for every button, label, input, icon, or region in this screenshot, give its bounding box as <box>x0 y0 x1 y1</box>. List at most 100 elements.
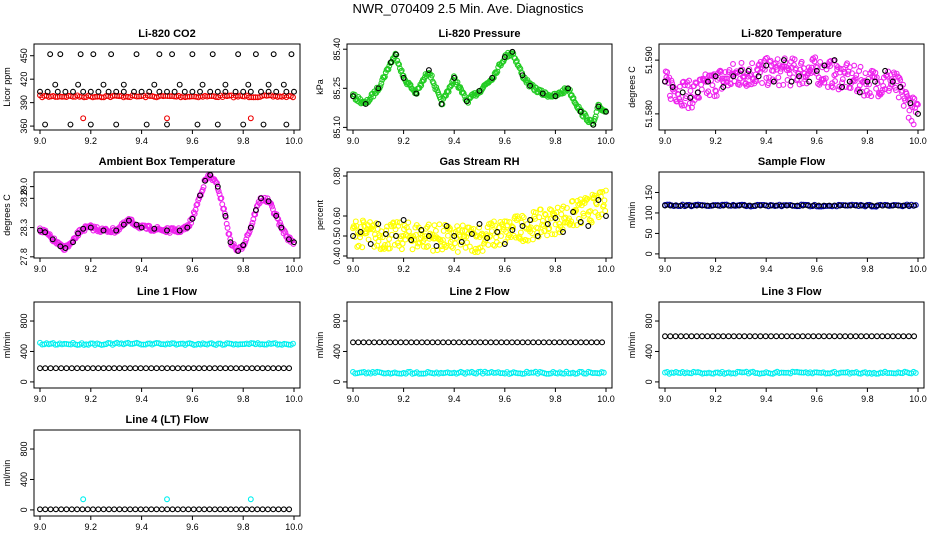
x-tick-label: 9.8 <box>237 136 250 146</box>
data-point-black <box>874 333 880 340</box>
data-point-black <box>501 54 508 60</box>
data-point-yellow <box>355 229 361 236</box>
data-point-black <box>911 202 918 209</box>
x-tick-label: 10.0 <box>285 136 303 146</box>
data-point-black <box>400 217 407 223</box>
chart-panel-9: Line 3 Flow ml/min 9.0 9.2 9.4 9.6 9.8 10.0 0 400… <box>627 286 927 404</box>
y-tick-label: 51.580 <box>644 100 654 128</box>
data-point-black <box>780 57 787 64</box>
data-point-black <box>100 227 107 234</box>
data-point-black <box>217 506 224 513</box>
data-point-black <box>270 506 277 513</box>
data-point-black <box>471 339 478 346</box>
data-point-yellow <box>483 232 490 239</box>
chart-title: Ambient Box Temperature <box>99 156 236 168</box>
data-point-black <box>235 248 242 254</box>
data-point-black <box>858 333 865 340</box>
data-point-black <box>37 365 43 372</box>
y-tick-label: 400 <box>644 344 654 359</box>
data-point-magenta <box>866 90 873 97</box>
data-point-magenta <box>709 82 716 89</box>
data-point-black <box>699 333 706 340</box>
data-point-black <box>143 121 150 128</box>
data-point-black <box>79 365 86 372</box>
data-point-magenta <box>745 81 752 88</box>
data-point-black <box>556 339 563 346</box>
data-point-black <box>388 59 394 66</box>
data-point-black <box>189 215 196 222</box>
data-point-black <box>258 88 264 95</box>
data-point-black <box>185 506 192 513</box>
x-tick-label: 9.8 <box>861 394 874 404</box>
data-point-black <box>42 229 49 236</box>
data-point-black <box>291 88 297 95</box>
data-point-magenta <box>851 62 858 69</box>
data-point-yellow <box>359 244 366 251</box>
data-point-black <box>590 121 597 128</box>
data-point-green <box>577 106 584 113</box>
data-point-black <box>519 72 526 79</box>
data-point-black <box>52 506 59 513</box>
data-point-black <box>770 78 777 85</box>
data-point-magenta <box>886 85 893 92</box>
data-point-black <box>291 239 297 246</box>
data-point-yellow <box>553 209 560 216</box>
data-point-black <box>196 365 202 372</box>
data-point-black <box>240 121 247 128</box>
data-point-yellow <box>534 225 541 232</box>
data-point-black <box>176 227 183 234</box>
data-point-black <box>116 365 123 372</box>
data-point-black <box>252 207 259 213</box>
data-point-black <box>847 333 854 340</box>
plot-area <box>662 54 921 128</box>
data-point-green <box>381 74 387 81</box>
y-tick-label: 150 <box>644 185 654 200</box>
chart-title: Li-820 Temperature <box>741 28 842 40</box>
data-point-yellow <box>399 240 406 247</box>
data-point-black <box>595 103 602 110</box>
data-point-magenta <box>191 210 198 217</box>
data-point-black <box>252 51 259 58</box>
data-point-black <box>524 339 531 346</box>
data-point-black <box>180 506 187 513</box>
data-point-yellow <box>369 223 376 229</box>
data-point-green <box>420 77 427 84</box>
data-point-black <box>570 209 577 215</box>
data-point-black <box>562 339 568 346</box>
data-point-black <box>283 121 290 128</box>
data-point-magenta <box>807 70 814 77</box>
data-point-black <box>37 227 43 234</box>
data-point-green <box>396 61 402 68</box>
chart-title: Li-820 CO2 <box>138 28 195 40</box>
data-point-black <box>778 333 785 340</box>
data-point-magenta <box>213 180 220 186</box>
data-point-black <box>603 108 609 115</box>
y-axis-label: Licor ppm <box>2 67 12 107</box>
y-tick-label: 85.25 <box>332 77 342 100</box>
x-tick-label: 9.4 <box>448 394 461 404</box>
data-point-black <box>788 78 795 85</box>
data-point-black <box>806 78 813 85</box>
data-point-magenta <box>914 100 921 107</box>
data-point-green <box>460 90 467 97</box>
data-point-black <box>451 233 458 239</box>
data-point-black <box>42 506 49 513</box>
data-point-yellow <box>542 211 548 217</box>
data-point-black <box>120 88 127 95</box>
data-point-black <box>57 243 64 250</box>
data-point-black <box>143 506 149 513</box>
chart-title: Line 1 Flow <box>137 286 197 298</box>
data-point-yellow <box>518 219 525 226</box>
data-point-magenta <box>798 58 805 65</box>
data-point-black <box>577 219 584 225</box>
data-point-black <box>95 88 102 95</box>
data-point-black <box>367 241 374 247</box>
data-point-black <box>544 221 551 227</box>
data-point-black <box>757 333 764 340</box>
data-point-black <box>111 365 118 372</box>
data-point-yellow <box>444 232 451 239</box>
data-point-magenta <box>797 66 804 73</box>
data-point-yellow <box>440 227 447 234</box>
data-point-yellow <box>527 224 534 231</box>
data-point-magenta <box>774 56 781 63</box>
